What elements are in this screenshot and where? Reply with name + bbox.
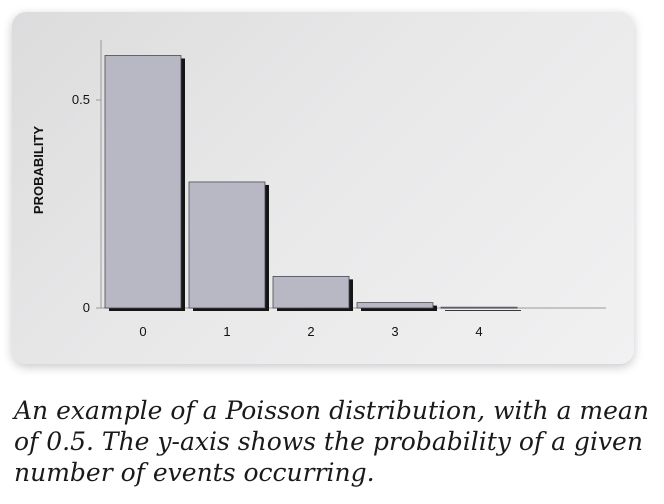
figure-caption: An example of a Poisson distribution, wi… <box>14 396 649 487</box>
x-tick-label: 2 <box>307 324 314 339</box>
bar-shadow <box>445 310 521 311</box>
bar <box>188 181 266 309</box>
bar <box>440 306 518 309</box>
bar <box>272 275 350 309</box>
y-axis-label: PROBABILITY <box>31 126 46 214</box>
x-tick-label: 1 <box>223 324 230 339</box>
x-tick-label: 0 <box>139 324 146 339</box>
bars <box>104 55 521 311</box>
poisson-bar-chart: 0 0.5 0 1 2 3 4 PROBABILITY <box>31 40 606 339</box>
x-tick-label: 4 <box>475 324 482 339</box>
bar <box>356 302 434 309</box>
tick-labels: 0 0.5 0 1 2 3 4 <box>72 92 483 339</box>
x-tick-label: 3 <box>391 324 398 339</box>
axes <box>96 40 606 309</box>
bar <box>104 55 182 309</box>
y-tick-label: 0.5 <box>72 92 90 107</box>
y-tick-label: 0 <box>83 300 90 315</box>
